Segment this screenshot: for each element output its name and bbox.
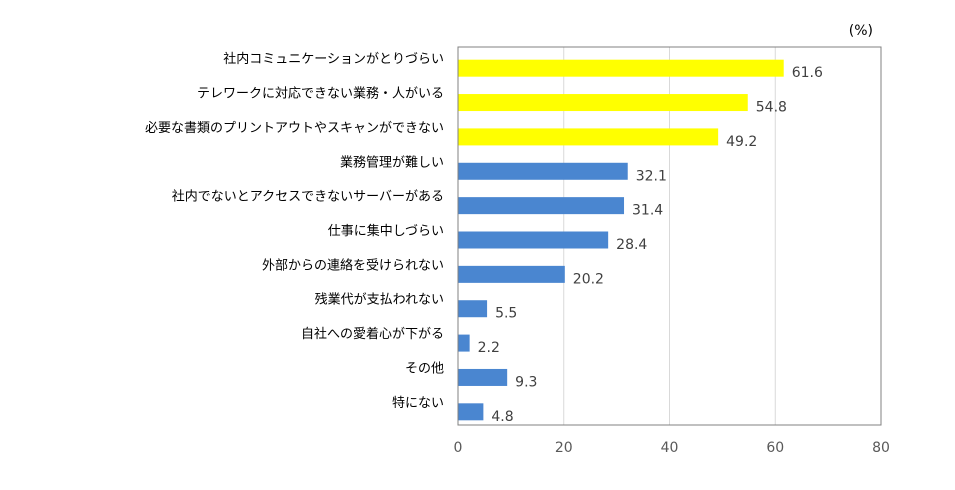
category-label: 業務管理が難しい bbox=[340, 154, 444, 170]
data-label: 5.5 bbox=[495, 306, 517, 322]
data-label: 4.8 bbox=[491, 409, 513, 425]
category-label: 自社への愛着心が下がる bbox=[301, 326, 444, 342]
bar bbox=[458, 231, 609, 249]
bar bbox=[458, 128, 719, 146]
plot-area-frame bbox=[457, 46, 882, 426]
category-label: 特にない bbox=[392, 396, 444, 411]
category-label: テレワークに対応できない業務・人がいる bbox=[197, 86, 444, 102]
x-axis-ticks: 0 20 40 60 80 bbox=[454, 440, 890, 456]
bar bbox=[458, 403, 484, 421]
bar bbox=[458, 368, 508, 386]
x-tick-label: 0 bbox=[454, 440, 463, 456]
value-labels: 61.6 54.8 49.2 32.1 31.4 28.4 20.2 5.5 2.2 9.3 4.8 bbox=[478, 65, 823, 425]
x-tick-label: 40 bbox=[661, 440, 679, 456]
data-label: 32.1 bbox=[636, 168, 667, 184]
data-label: 2.2 bbox=[478, 340, 500, 356]
bar bbox=[458, 265, 565, 283]
bar bbox=[458, 300, 488, 318]
x-tick-label: 20 bbox=[555, 440, 573, 456]
category-label: 必要な書類のプリントアウトやスキャンができない bbox=[145, 121, 444, 136]
category-label: 社内コミュニケーションがとりづらい bbox=[223, 51, 444, 67]
bar bbox=[458, 94, 748, 112]
data-label: 28.4 bbox=[616, 237, 647, 253]
bars bbox=[458, 59, 784, 421]
x-tick-label: 60 bbox=[766, 440, 784, 456]
bar bbox=[458, 334, 470, 352]
data-label: 54.8 bbox=[756, 100, 787, 116]
category-label: 外部からの連絡を受けられない bbox=[262, 257, 444, 273]
category-label: 残業代が支払われない bbox=[315, 292, 444, 308]
data-label: 31.4 bbox=[632, 203, 663, 219]
category-label: その他 bbox=[405, 361, 444, 376]
data-label: 61.6 bbox=[792, 65, 823, 81]
category-label: 社内でないとアクセスできないサーバーがある bbox=[172, 189, 444, 205]
bar bbox=[458, 197, 625, 215]
x-tick-label: 80 bbox=[872, 440, 890, 456]
data-label: 49.2 bbox=[726, 134, 757, 150]
data-label: 20.2 bbox=[573, 271, 604, 287]
unit-label: (%) bbox=[849, 23, 873, 39]
category-labels: 社内コミュニケーションがとりづらいテレワークに対応できない業務・人がいる必要な書… bbox=[145, 51, 444, 411]
bar bbox=[458, 162, 628, 180]
data-label: 9.3 bbox=[515, 374, 537, 390]
bar bbox=[458, 59, 784, 77]
category-label: 仕事に集中しづらい bbox=[328, 223, 444, 239]
